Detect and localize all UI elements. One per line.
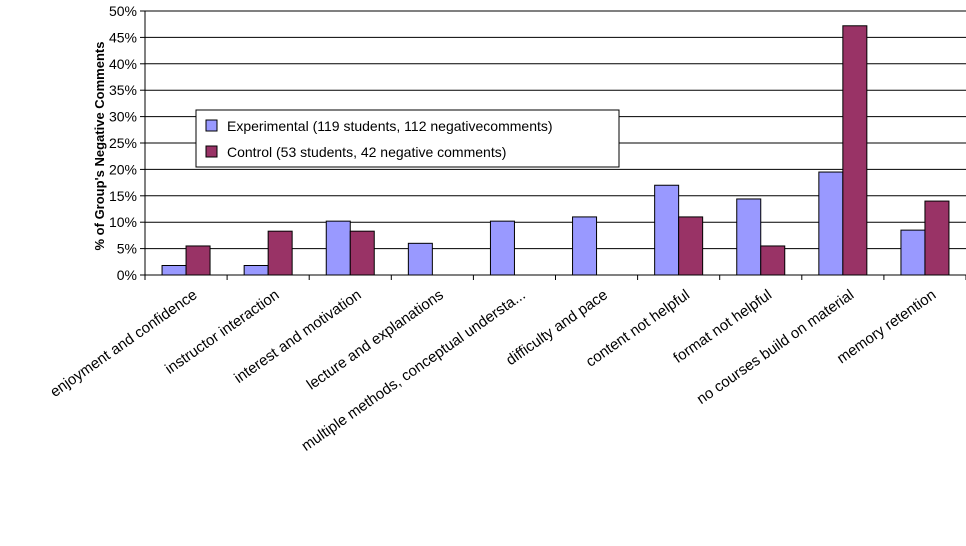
y-tick-label: 25%: [109, 135, 137, 151]
y-tick-label: 45%: [109, 29, 137, 45]
y-tick-label: 5%: [117, 241, 137, 257]
bar-control: [185, 245, 211, 276]
bar-experimental: [900, 229, 926, 276]
y-tick-label: 20%: [109, 161, 137, 177]
bar-experimental: [489, 220, 515, 276]
bar-control: [678, 216, 704, 276]
y-tick-labels: 0% 5% 10% 15% 20% 25% 30% 35% 40% 45% 50%: [109, 3, 137, 283]
y-tick-label: 0%: [117, 267, 137, 283]
y-tick-label: 35%: [109, 82, 137, 98]
bar-experimental: [325, 220, 351, 276]
bar-control: [349, 230, 375, 276]
legend-box: [195, 109, 620, 168]
y-tick-label: 50%: [109, 3, 137, 19]
bars: [161, 25, 950, 276]
y-axis-label: % of Group's Negative Comments: [92, 42, 107, 251]
y-tick-label: 10%: [109, 214, 137, 230]
x-category-label: enjoyment and confidence: [47, 286, 200, 400]
bar-control: [842, 25, 868, 276]
axes: [140, 10, 966, 280]
bar-control: [760, 245, 786, 276]
x-category-label: lecture and explanations: [304, 286, 447, 393]
legend-label-control: Control (53 students, 42 negative commen…: [227, 144, 506, 160]
bar-experimental: [654, 184, 680, 276]
bar-experimental: [407, 242, 433, 276]
bar-control: [924, 200, 950, 276]
bar-experimental: [572, 216, 598, 276]
legend-label-experimental: Experimental (119 students, 112 negative…: [227, 118, 553, 134]
bar-experimental: [243, 264, 269, 276]
bar-control: [267, 230, 293, 276]
y-tick-label: 15%: [109, 188, 137, 204]
legend: Experimental (119 students, 112 negative…: [195, 109, 620, 168]
bar-experimental: [818, 171, 844, 276]
y-tick-label: 40%: [109, 56, 137, 72]
y-tick-label: 30%: [109, 109, 137, 125]
legend-swatch-experimental: [205, 119, 218, 132]
x-category-label: no courses build on material: [694, 286, 857, 408]
legend-swatch-control: [205, 145, 218, 158]
bar-experimental: [736, 198, 762, 276]
bar-experimental: [161, 264, 187, 276]
